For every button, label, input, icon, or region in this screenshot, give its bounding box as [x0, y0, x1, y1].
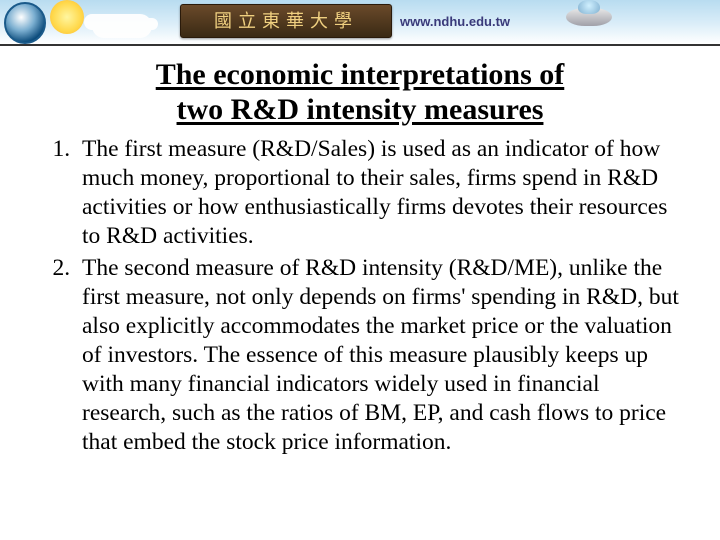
top-banner: 國立東華大學 www.ndhu.edu.tw	[0, 0, 720, 46]
slide-content: The economic interpretations of two R&D …	[0, 46, 720, 457]
sun-icon	[50, 0, 84, 34]
ufo-icon	[566, 8, 612, 26]
list-item: The first measure (R&D/Sales) is used as…	[76, 135, 684, 252]
university-url: www.ndhu.edu.tw	[400, 14, 510, 29]
slide-title: The economic interpretations of two R&D …	[36, 58, 684, 127]
cloud-icon	[92, 14, 152, 38]
university-logo-icon	[4, 2, 46, 44]
list-item: The second measure of R&D intensity (R&D…	[76, 254, 684, 458]
numbered-list: The first measure (R&D/Sales) is used as…	[36, 135, 684, 457]
title-line-2: two R&D intensity measures	[177, 93, 544, 126]
university-name-plaque: 國立東華大學	[180, 4, 392, 38]
title-line-1: The economic interpretations of	[156, 58, 565, 91]
